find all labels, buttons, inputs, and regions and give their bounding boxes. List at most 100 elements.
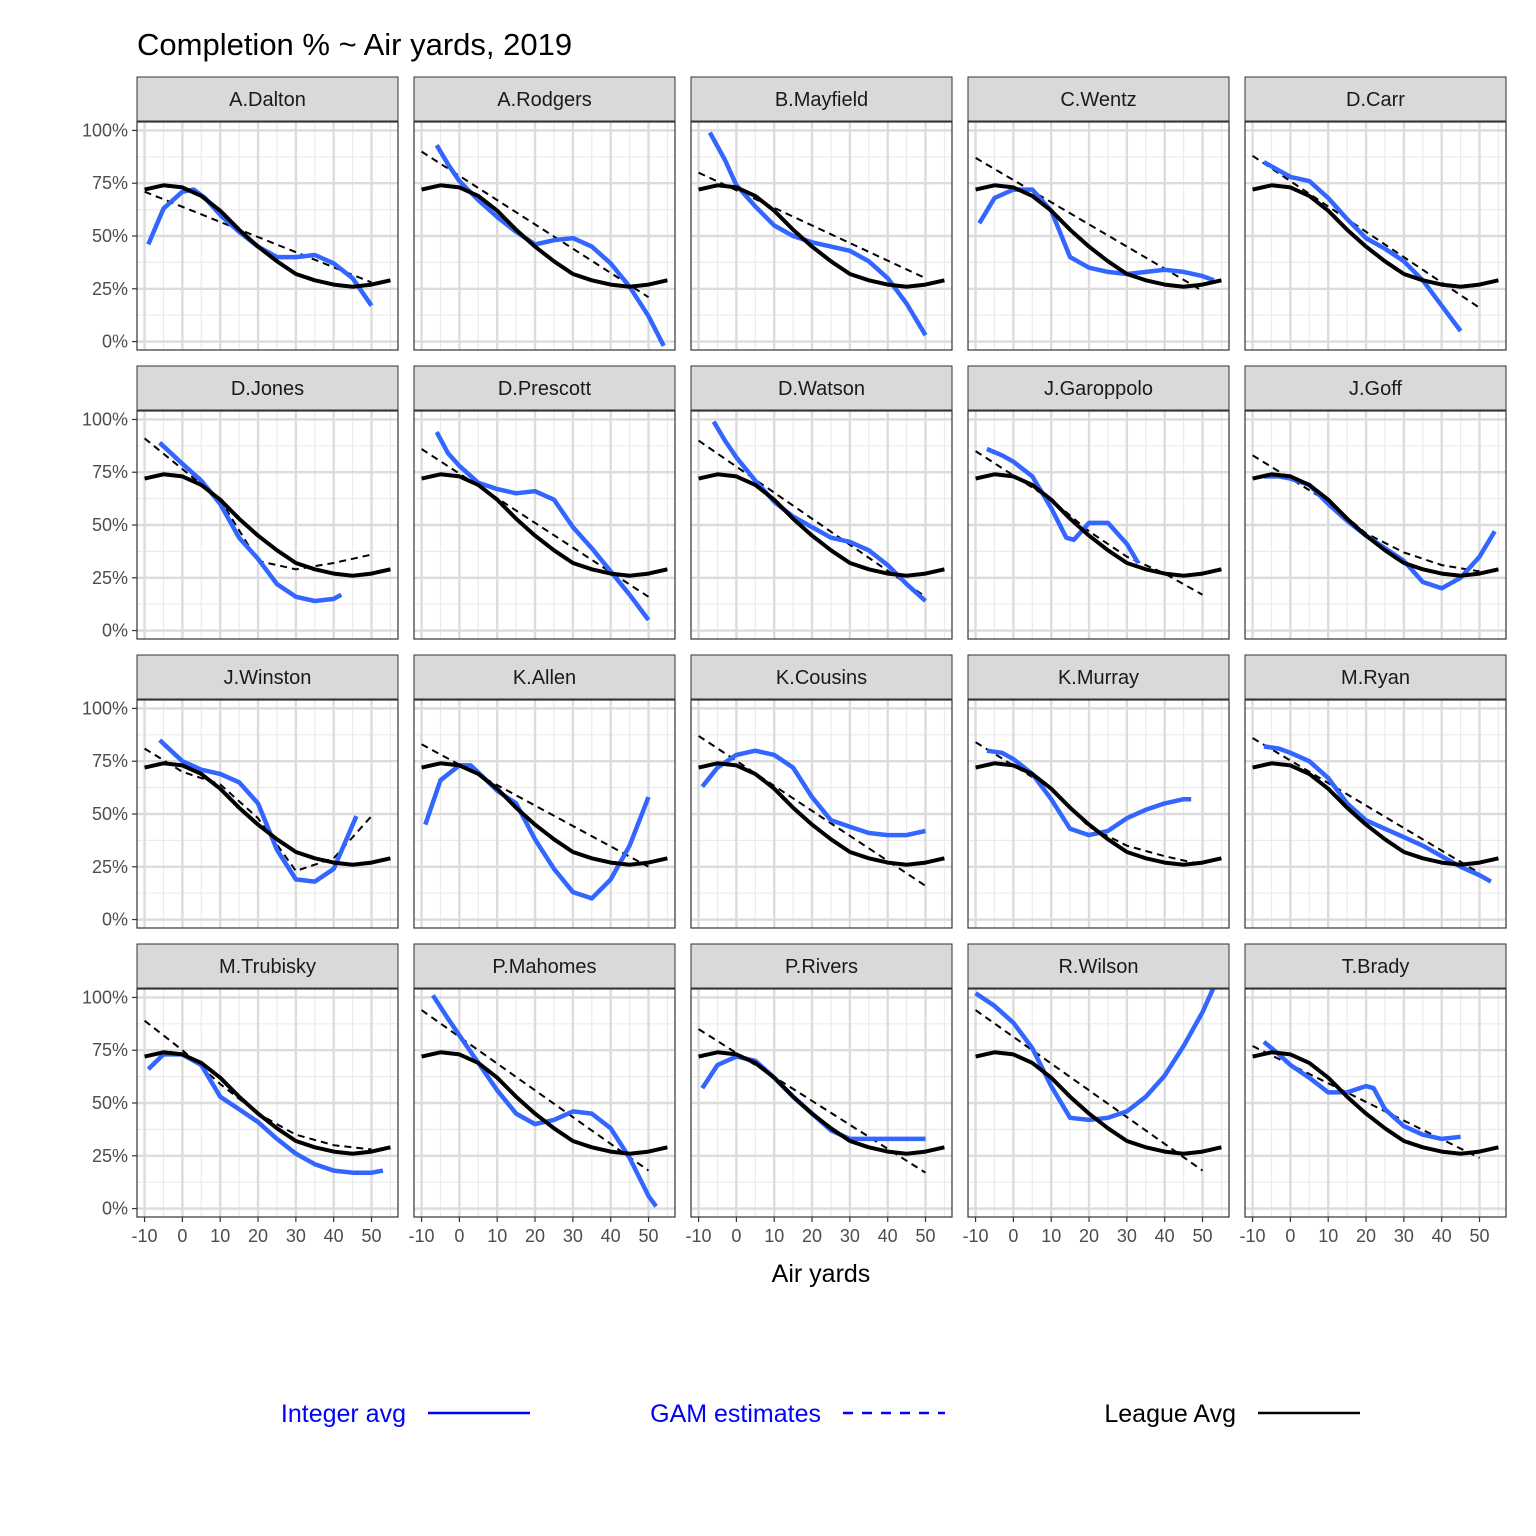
facet-strip-label: K.Cousins xyxy=(776,667,867,689)
panel-lines xyxy=(974,989,1222,1172)
panel-lines xyxy=(1252,454,1499,591)
gam-estimate-line xyxy=(698,735,927,887)
x-tick-label: 10 xyxy=(487,1226,507,1246)
facet-strip-label: A.Dalton xyxy=(229,89,306,111)
legend-item: League Avg xyxy=(1104,1400,1360,1428)
panel-lines xyxy=(421,431,668,622)
panel-lines xyxy=(698,420,945,603)
y-tick-label: 25% xyxy=(92,857,128,877)
facet-strip-label: K.Allen xyxy=(513,667,576,689)
league-avg-line xyxy=(1252,183,1499,289)
facet-panel: M.Ryan xyxy=(1244,654,1507,929)
facet-panel: A.Rodgers xyxy=(413,76,676,351)
facet-strip xyxy=(413,76,676,122)
y-tick-label: 100% xyxy=(82,120,128,140)
panel-lines xyxy=(421,144,668,347)
chart-title: Completion % ~ Air yards, 2019 xyxy=(137,27,572,62)
panel-border xyxy=(1244,699,1507,929)
facet-strip xyxy=(136,76,399,122)
league-avg-line xyxy=(144,183,391,289)
x-tick-label: 30 xyxy=(1117,1226,1137,1246)
gam-estimate-line xyxy=(144,747,373,873)
facet-strip-label: D.Prescott xyxy=(498,378,592,400)
facet-strip xyxy=(1244,365,1507,411)
facet-strip-label: A.Rodgers xyxy=(497,89,592,111)
panel-border xyxy=(967,988,1230,1218)
facet-panel: D.Carr xyxy=(1244,76,1507,351)
facet-panel: C.Wentz xyxy=(967,76,1230,351)
gam-estimate-line xyxy=(421,1009,650,1172)
integer-avg-line xyxy=(434,431,651,622)
x-tick-label: 10 xyxy=(764,1226,784,1246)
integer-avg-line xyxy=(711,420,927,603)
facet-strip-label: J.Goff xyxy=(1349,378,1402,400)
legend-item: GAM estimates xyxy=(650,1400,945,1428)
facet-panel: D.Watson xyxy=(690,365,953,640)
facet-strip xyxy=(1244,76,1507,122)
gam-estimate-line xyxy=(698,439,927,598)
panel-lines xyxy=(975,741,1222,867)
league-avg-line xyxy=(144,472,391,578)
facet-strip-label: M.Trubisky xyxy=(219,956,316,978)
league-avg-line xyxy=(144,761,391,867)
panel-border xyxy=(413,410,676,640)
panel-lines xyxy=(698,131,945,337)
x-tick-label: 10 xyxy=(1041,1226,1061,1246)
facet-panel: D.Jones 0% 25% 50% 75% 100% xyxy=(82,365,399,641)
panel-border xyxy=(1244,121,1507,351)
x-tick-label: 20 xyxy=(802,1226,822,1246)
facet-strip xyxy=(967,76,1230,122)
x-tick-label: 20 xyxy=(525,1226,545,1246)
gam-estimate-line xyxy=(698,1028,927,1174)
facet-strip-label: J.Winston xyxy=(224,667,312,689)
league-avg-line xyxy=(421,761,668,867)
y-tick-label: 25% xyxy=(92,1146,128,1166)
y-tick-label: 50% xyxy=(92,1093,128,1113)
integer-avg-line xyxy=(707,131,928,337)
y-tick-label: 0% xyxy=(102,910,128,930)
panel-lines xyxy=(698,735,945,887)
facet-strip-label: C.Wentz xyxy=(1060,89,1136,111)
panel-border xyxy=(967,410,1230,640)
league-avg-line xyxy=(975,183,1222,289)
y-tick-label: 50% xyxy=(92,226,128,246)
x-tick-label: 50 xyxy=(916,1226,936,1246)
y-tick-label: 75% xyxy=(92,462,128,482)
integer-avg-line xyxy=(1262,160,1463,333)
y-tick-label: 100% xyxy=(82,698,128,718)
integer-avg-line xyxy=(434,144,666,347)
x-tick-label: 50 xyxy=(1193,1226,1213,1246)
facet-panel: P.Rivers -10 0 10 20 30 40 50 xyxy=(686,943,953,1246)
legend: Integer avg GAM estimates League Avg xyxy=(281,1400,1360,1428)
facet-panel: D.Prescott xyxy=(413,365,676,640)
facet-strip-label: D.Jones xyxy=(231,378,304,400)
league-avg-line xyxy=(144,1050,391,1156)
facet-strip xyxy=(690,654,953,700)
panel-border xyxy=(690,988,953,1218)
facet-strip xyxy=(690,76,953,122)
x-tick-label: 0 xyxy=(177,1226,187,1246)
x-tick-label: -10 xyxy=(132,1226,158,1246)
x-tick-label: 50 xyxy=(362,1226,382,1246)
integer-avg-line xyxy=(986,446,1141,565)
league-avg-line xyxy=(975,761,1222,867)
facet-panel: P.Mahomes -10 0 10 20 30 40 50 xyxy=(409,943,676,1246)
panel-border xyxy=(967,699,1230,929)
x-tick-label: 40 xyxy=(878,1226,898,1246)
panel-lines xyxy=(1252,154,1499,333)
gam-estimate-line xyxy=(421,150,650,299)
x-tick-label: 20 xyxy=(1356,1226,1376,1246)
facet-strip xyxy=(136,654,399,700)
facet-strip xyxy=(967,943,1230,989)
facet-strip-label: M.Ryan xyxy=(1341,667,1410,689)
x-tick-label: 10 xyxy=(1318,1226,1338,1246)
y-tick-label: 25% xyxy=(92,568,128,588)
panel-border xyxy=(690,121,953,351)
panel-border xyxy=(967,121,1230,351)
x-tick-label: 0 xyxy=(454,1226,464,1246)
panel-lines xyxy=(144,183,391,307)
facet-strip xyxy=(136,943,399,989)
league-avg-line xyxy=(698,472,945,578)
facet-panel: K.Murray xyxy=(967,654,1230,929)
gam-estimate-line xyxy=(143,437,372,571)
